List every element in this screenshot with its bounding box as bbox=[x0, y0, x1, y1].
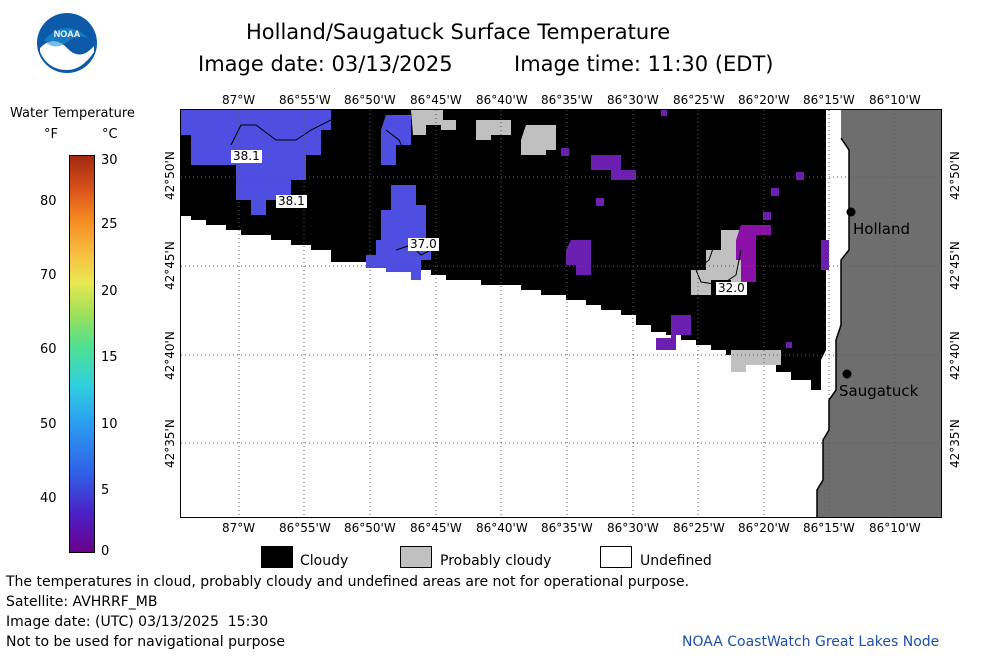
legend-label-probably-cloudy: Probably cloudy bbox=[440, 553, 552, 569]
legend-swatch-probably-cloudy bbox=[400, 546, 432, 568]
saugatuck-marker bbox=[842, 369, 852, 379]
svg-text:NOAA: NOAA bbox=[54, 29, 81, 39]
lon-label: 87°W bbox=[222, 93, 256, 107]
image-time: Image time: 11:30 (EDT) bbox=[514, 52, 774, 76]
contour-label: 37.0 bbox=[408, 237, 439, 251]
legend-swatch-cloudy bbox=[261, 546, 293, 568]
f-tick-label: 40 bbox=[40, 491, 57, 506]
f-tick-label: 60 bbox=[40, 342, 57, 357]
f-tick-label: 70 bbox=[40, 268, 57, 283]
water-magenta-1 bbox=[736, 225, 771, 282]
probably-cloudy-2 bbox=[476, 120, 511, 140]
c-tick-label: 20 bbox=[101, 284, 118, 299]
temperature-map: 38.1 38.1 37.0 32.0 Holland Saugatuck bbox=[180, 109, 942, 518]
footer-nav-warning: Not to be used for navigational purpose bbox=[6, 634, 285, 650]
water-purple-3 bbox=[656, 315, 691, 350]
probably-cloudy-3 bbox=[521, 125, 556, 155]
water-blue-3 bbox=[366, 185, 431, 280]
legend-label-cloudy: Cloudy bbox=[300, 553, 349, 569]
lon-label: 86°25'W bbox=[673, 93, 725, 107]
colorbar bbox=[69, 155, 95, 553]
lat-label: 42°40'N bbox=[163, 331, 177, 380]
lon-label: 86°55'W bbox=[279, 93, 331, 107]
lat-label: 42°50'N bbox=[948, 151, 962, 200]
footer-utc-date: Image date: (UTC) 03/13/2025 15:30 bbox=[6, 614, 269, 630]
footer-credit: NOAA CoastWatch Great Lakes Node bbox=[682, 634, 940, 650]
lon-label: 86°30'W bbox=[607, 521, 659, 535]
map-canvas bbox=[181, 110, 941, 517]
c-tick-label: 5 bbox=[101, 483, 110, 498]
water-purple-2 bbox=[566, 240, 591, 275]
page-title: Holland/Saugatuck Surface Temperature bbox=[246, 20, 671, 44]
lon-label: 87°W bbox=[222, 521, 256, 535]
legend-swatch-undefined bbox=[600, 546, 632, 568]
lon-label: 86°10'W bbox=[869, 521, 921, 535]
probably-cloudy-4 bbox=[691, 230, 746, 295]
c-tick-label: 0 bbox=[101, 544, 110, 559]
lon-label: 86°40'W bbox=[476, 93, 528, 107]
f-tick-label: 80 bbox=[40, 194, 57, 209]
footer-note: The temperatures in cloud, probably clou… bbox=[6, 574, 690, 590]
holland-marker bbox=[846, 207, 856, 217]
unit-fahrenheit: °F bbox=[44, 127, 58, 142]
lon-label: 86°15'W bbox=[803, 93, 855, 107]
c-tick-label: 10 bbox=[101, 417, 118, 432]
lat-label: 42°50'N bbox=[163, 151, 177, 200]
city-label-holland: Holland bbox=[853, 220, 911, 238]
cloudy-region bbox=[181, 110, 826, 390]
footer-satellite: Satellite: AVHRRF_MB bbox=[6, 594, 158, 610]
c-tick-label: 30 bbox=[101, 153, 118, 168]
image-date: Image date: 03/13/2025 bbox=[198, 52, 453, 76]
lon-label: 86°45'W bbox=[410, 93, 462, 107]
lon-label: 86°45'W bbox=[410, 521, 462, 535]
lon-label: 86°10'W bbox=[869, 93, 921, 107]
lon-label: 86°40'W bbox=[476, 521, 528, 535]
noaa-logo: NOAA bbox=[36, 12, 98, 74]
lon-label: 86°30'W bbox=[607, 93, 659, 107]
contour-label: 32.0 bbox=[716, 281, 747, 295]
c-tick-label: 25 bbox=[101, 217, 118, 232]
lon-label: 86°20'W bbox=[738, 521, 790, 535]
lon-label: 86°50'W bbox=[344, 93, 396, 107]
c-tick-label: 15 bbox=[101, 350, 118, 365]
lon-label: 86°35'W bbox=[541, 521, 593, 535]
probably-cloudy-1 bbox=[411, 110, 456, 135]
city-label-saugatuck: Saugatuck bbox=[839, 382, 919, 400]
lon-label: 86°25'W bbox=[673, 521, 725, 535]
colorbar-title: Water Temperature bbox=[10, 106, 135, 121]
probably-cloudy-5 bbox=[731, 350, 781, 372]
lon-label: 86°55'W bbox=[279, 521, 331, 535]
lon-label: 86°50'W bbox=[344, 521, 396, 535]
water-blue-2 bbox=[381, 115, 411, 165]
f-tick-label: 50 bbox=[40, 417, 57, 432]
lon-label: 86°15'W bbox=[803, 521, 855, 535]
lon-label: 86°20'W bbox=[738, 93, 790, 107]
lat-label: 42°35'N bbox=[948, 419, 962, 468]
lat-label: 42°45'N bbox=[163, 241, 177, 290]
land-region bbox=[817, 110, 941, 517]
water-purple-1 bbox=[591, 155, 636, 180]
lat-label: 42°45'N bbox=[948, 241, 962, 290]
legend-label-undefined: Undefined bbox=[640, 553, 712, 569]
contour-label: 38.1 bbox=[231, 149, 262, 163]
unit-celsius: °C bbox=[102, 127, 118, 142]
lon-label: 86°35'W bbox=[541, 93, 593, 107]
lat-label: 42°35'N bbox=[163, 419, 177, 468]
lat-label: 42°40'N bbox=[948, 331, 962, 380]
contour-label: 38.1 bbox=[276, 194, 307, 208]
